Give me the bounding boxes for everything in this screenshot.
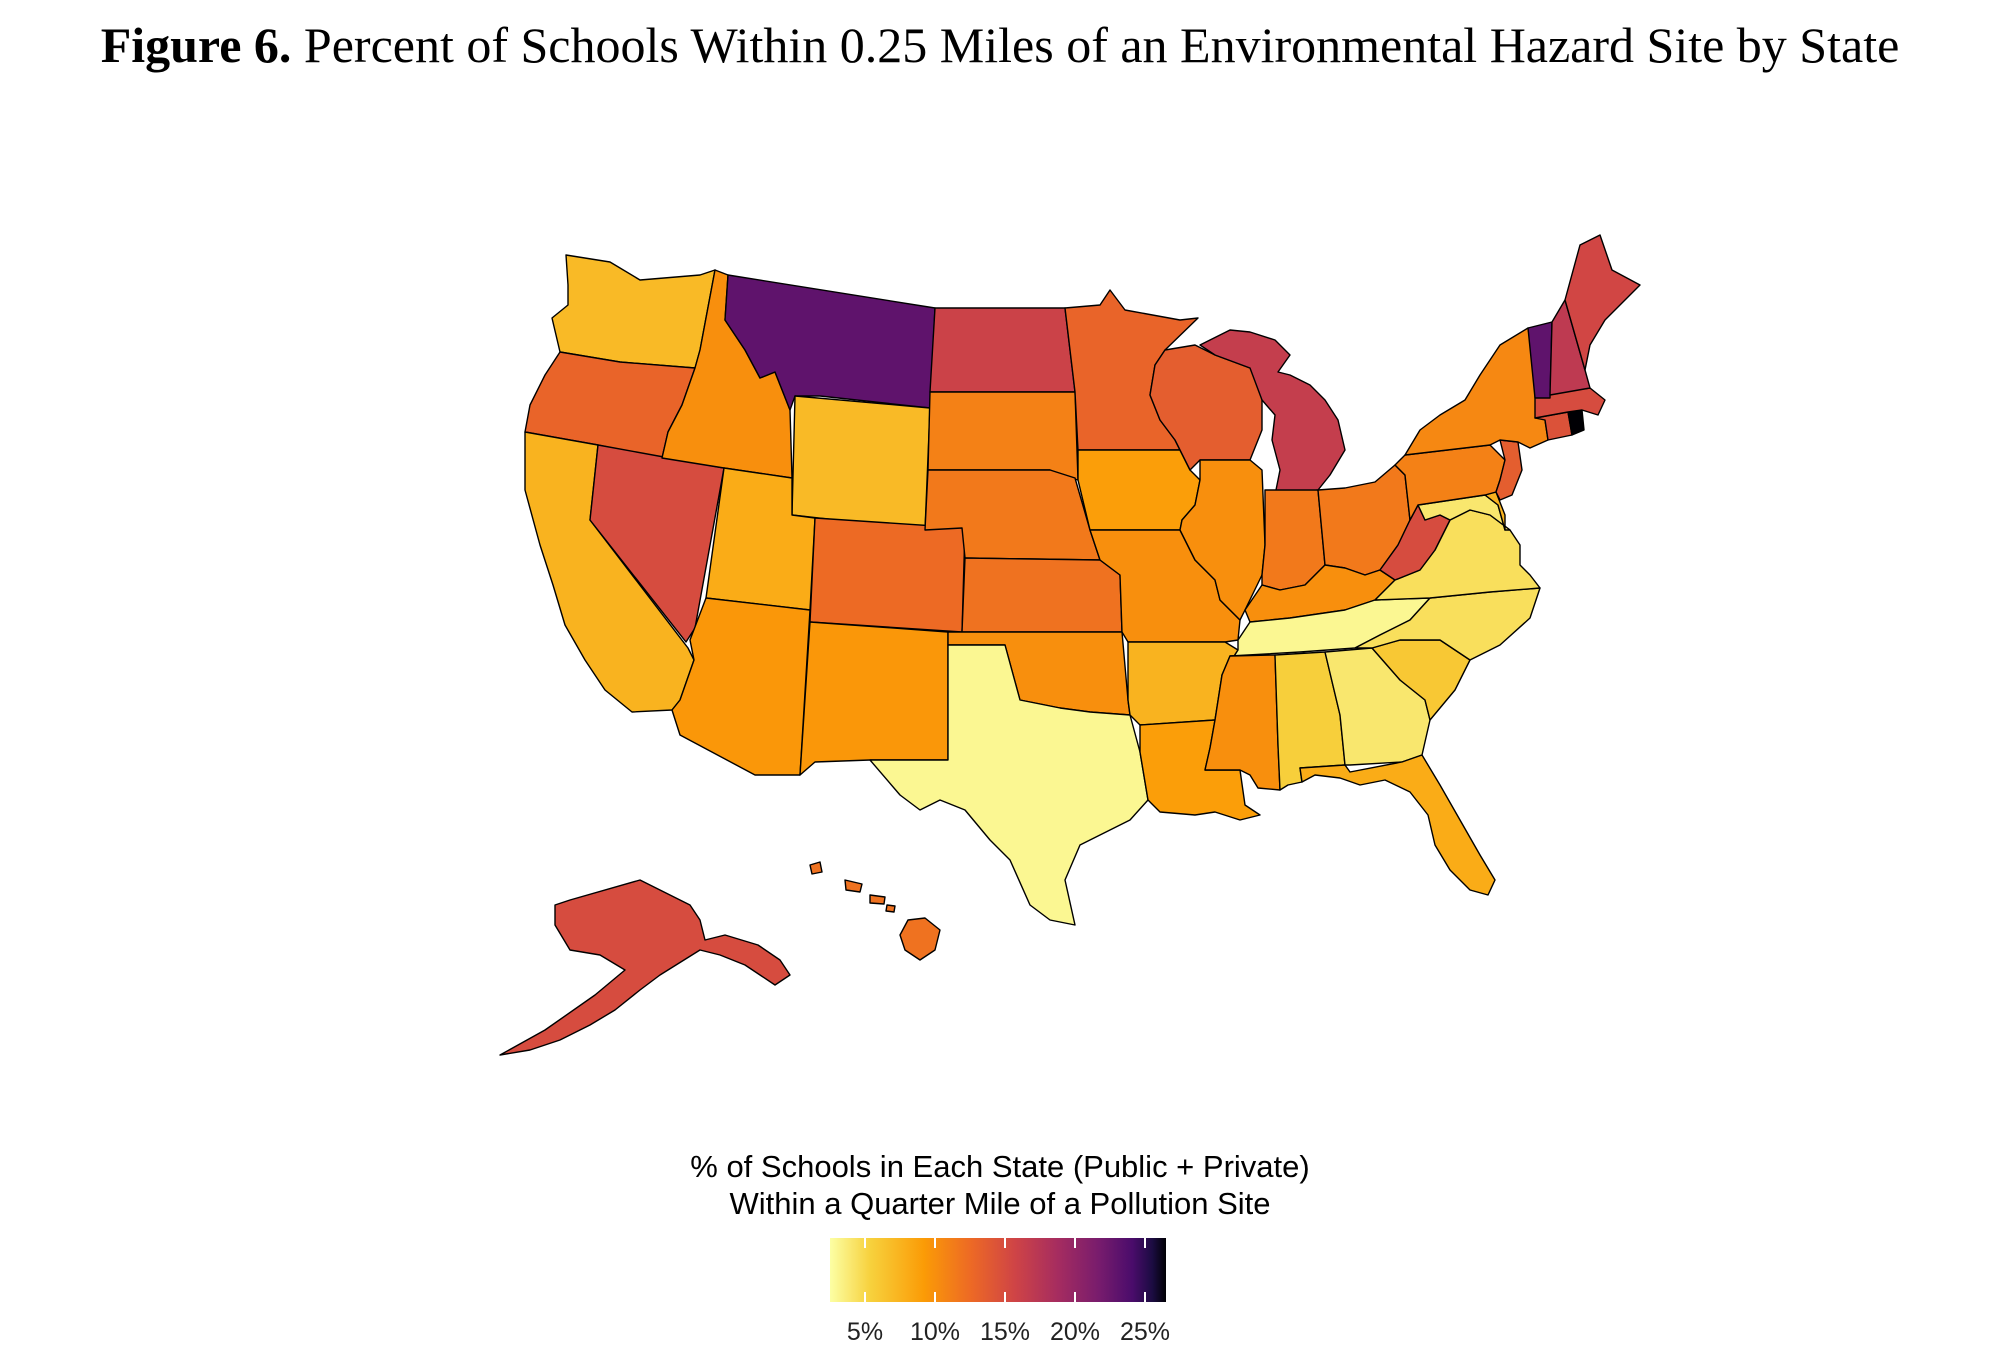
legend-colorbar: [830, 1238, 1166, 1302]
state-VT: [1527, 321, 1553, 399]
state-WY: [791, 395, 931, 531]
state-IA: [1077, 449, 1201, 531]
state-KS: [961, 557, 1123, 633]
state-SD: [927, 391, 1079, 481]
state-NM: [799, 621, 949, 776]
state-IL: [1179, 459, 1266, 621]
state-CA: [524, 431, 695, 713]
state-CO: [809, 517, 966, 633]
state-FL: [1299, 754, 1496, 896]
state-ME: [1564, 234, 1641, 371]
legend-tick-label-15: 15%: [979, 1318, 1031, 1346]
state-NY: [1404, 327, 1549, 456]
legend-tick-label-25: 25%: [1119, 1318, 1171, 1346]
state-NC: [1354, 587, 1541, 661]
legend-tick-label-5: 5%: [846, 1318, 884, 1346]
legend-tick-label-10: 10%: [909, 1318, 961, 1346]
colorbar-ticks: [864, 1238, 1146, 1302]
state-HI: [899, 917, 941, 961]
legend-title: % of Schools in Each State (Public + Pri…: [0, 1148, 2000, 1222]
figure-title-text: Percent of Schools Within 0.25 Miles of …: [303, 17, 1900, 73]
figure-number: Figure 6.: [100, 17, 292, 73]
state-MA: [1534, 387, 1606, 419]
legend-title-line2: Within a Quarter Mile of a Pollution Sit…: [729, 1186, 1271, 1221]
state-NJ: [1495, 439, 1523, 501]
state-TX: [869, 644, 1149, 926]
figure-title: Figure 6. Percent of Schools Within 0.25…: [0, 16, 2000, 74]
state-HI-islands: [809, 861, 896, 913]
legend-tick-label-20: 20%: [1049, 1318, 1101, 1346]
state-NH: [1549, 299, 1591, 396]
legend-title-line1: % of Schools in Each State (Public + Pri…: [690, 1149, 1310, 1184]
state-MI: [1199, 329, 1346, 496]
state-WA: [551, 254, 716, 369]
state-ND: [929, 307, 1076, 393]
state-AK: [499, 879, 791, 1056]
